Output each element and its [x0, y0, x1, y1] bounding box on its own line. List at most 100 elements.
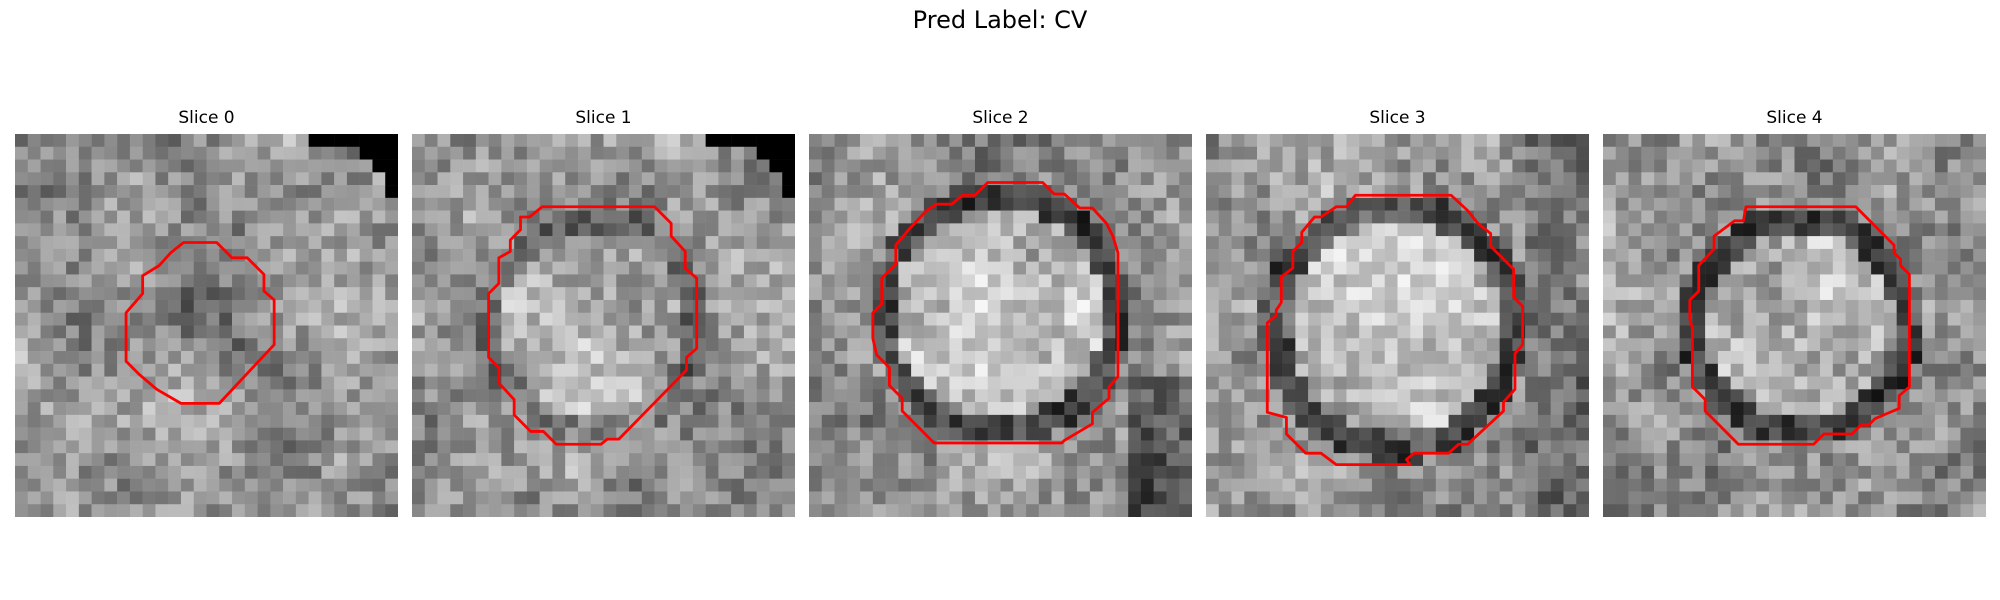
pixel: [1947, 134, 1961, 148]
pixel: [1166, 465, 1180, 479]
pixel: [1269, 414, 1283, 428]
pixel: [1102, 465, 1116, 479]
pixel: [743, 478, 757, 492]
pixel: [142, 351, 156, 365]
pixel: [1333, 376, 1347, 390]
pixel: [437, 491, 451, 505]
pixel: [1423, 363, 1437, 377]
pixel: [962, 223, 976, 237]
pixel: [475, 185, 489, 199]
pixel: [1781, 376, 1795, 390]
pixel: [1909, 465, 1923, 479]
pixel: [743, 312, 757, 326]
pixel: [1845, 491, 1859, 505]
pixel: [641, 465, 655, 479]
pixel: [872, 172, 886, 186]
pixel: [1563, 223, 1577, 237]
pixel: [475, 248, 489, 262]
pixel: [463, 274, 477, 288]
pixel: [1934, 440, 1948, 454]
pixel: [1654, 223, 1668, 237]
pixel: [705, 248, 719, 262]
pixel: [334, 185, 348, 199]
pixel: [1397, 325, 1411, 339]
pixel: [654, 453, 668, 467]
pixel: [1359, 465, 1373, 479]
pixel: [1666, 134, 1680, 148]
pixel: [1179, 274, 1192, 288]
pixel: [539, 312, 553, 326]
pixel: [1794, 210, 1808, 224]
slice-title: Slice 4: [1766, 108, 1823, 128]
pixel: [1320, 172, 1334, 186]
pixel: [1705, 427, 1719, 441]
pixel: [1206, 172, 1220, 186]
pixel: [232, 491, 246, 505]
pixel: [1206, 453, 1220, 467]
pixel: [692, 312, 706, 326]
pixel: [1845, 261, 1859, 275]
pixel: [1179, 312, 1192, 326]
pixel: [1282, 312, 1296, 326]
pixel: [680, 287, 694, 301]
pixel: [590, 159, 604, 173]
pixel: [577, 504, 591, 517]
pixel: [450, 478, 464, 492]
pixel: [1206, 465, 1220, 479]
pixel: [1077, 159, 1091, 173]
pixel: [603, 159, 617, 173]
pixel: [514, 389, 528, 403]
pixel: [1231, 491, 1245, 505]
pixel: [1922, 478, 1936, 492]
pixel: [1244, 465, 1258, 479]
pixel: [1115, 478, 1129, 492]
pixel: [1666, 261, 1680, 275]
pixel: [987, 274, 1001, 288]
pixel: [104, 172, 118, 186]
pixel: [1654, 261, 1668, 275]
pixel: [565, 236, 579, 250]
pixel: [346, 274, 360, 288]
pixel: [1115, 159, 1129, 173]
grayscale-pixels: [809, 134, 1192, 517]
pixel: [1051, 465, 1065, 479]
pixel: [1269, 465, 1283, 479]
pixel: [1525, 197, 1539, 211]
pixel: [1922, 146, 1936, 160]
pixel: [1435, 299, 1449, 313]
pixel: [1231, 465, 1245, 479]
pixel: [809, 274, 823, 288]
pixel: [308, 261, 322, 275]
pixel: [1423, 287, 1437, 301]
pixel: [731, 338, 745, 352]
pixel: [1064, 363, 1078, 377]
pixel: [1308, 325, 1322, 339]
pixel: [974, 210, 988, 224]
pixel: [1807, 236, 1821, 250]
pixel: [1705, 338, 1719, 352]
pixel: [232, 159, 246, 173]
pixel: [1820, 338, 1834, 352]
pixel: [424, 338, 438, 352]
pixel: [270, 325, 284, 339]
pixel: [219, 185, 233, 199]
pixel: [1512, 287, 1526, 301]
pixel: [756, 338, 770, 352]
pixel: [117, 197, 131, 211]
pixel: [1512, 248, 1526, 262]
pixel: [514, 236, 528, 250]
pixel: [974, 236, 988, 250]
pixel: [1845, 338, 1859, 352]
pixel: [270, 223, 284, 237]
pixel: [1909, 248, 1923, 262]
pixel: [1474, 363, 1488, 377]
pixel: [565, 312, 579, 326]
pixel: [526, 185, 540, 199]
pixel: [1308, 287, 1322, 301]
pixel: [1563, 134, 1577, 148]
pixel: [911, 210, 925, 224]
pixel: [1166, 312, 1180, 326]
pixel: [1603, 427, 1617, 441]
pixel: [168, 491, 182, 505]
pixel: [1641, 389, 1655, 403]
